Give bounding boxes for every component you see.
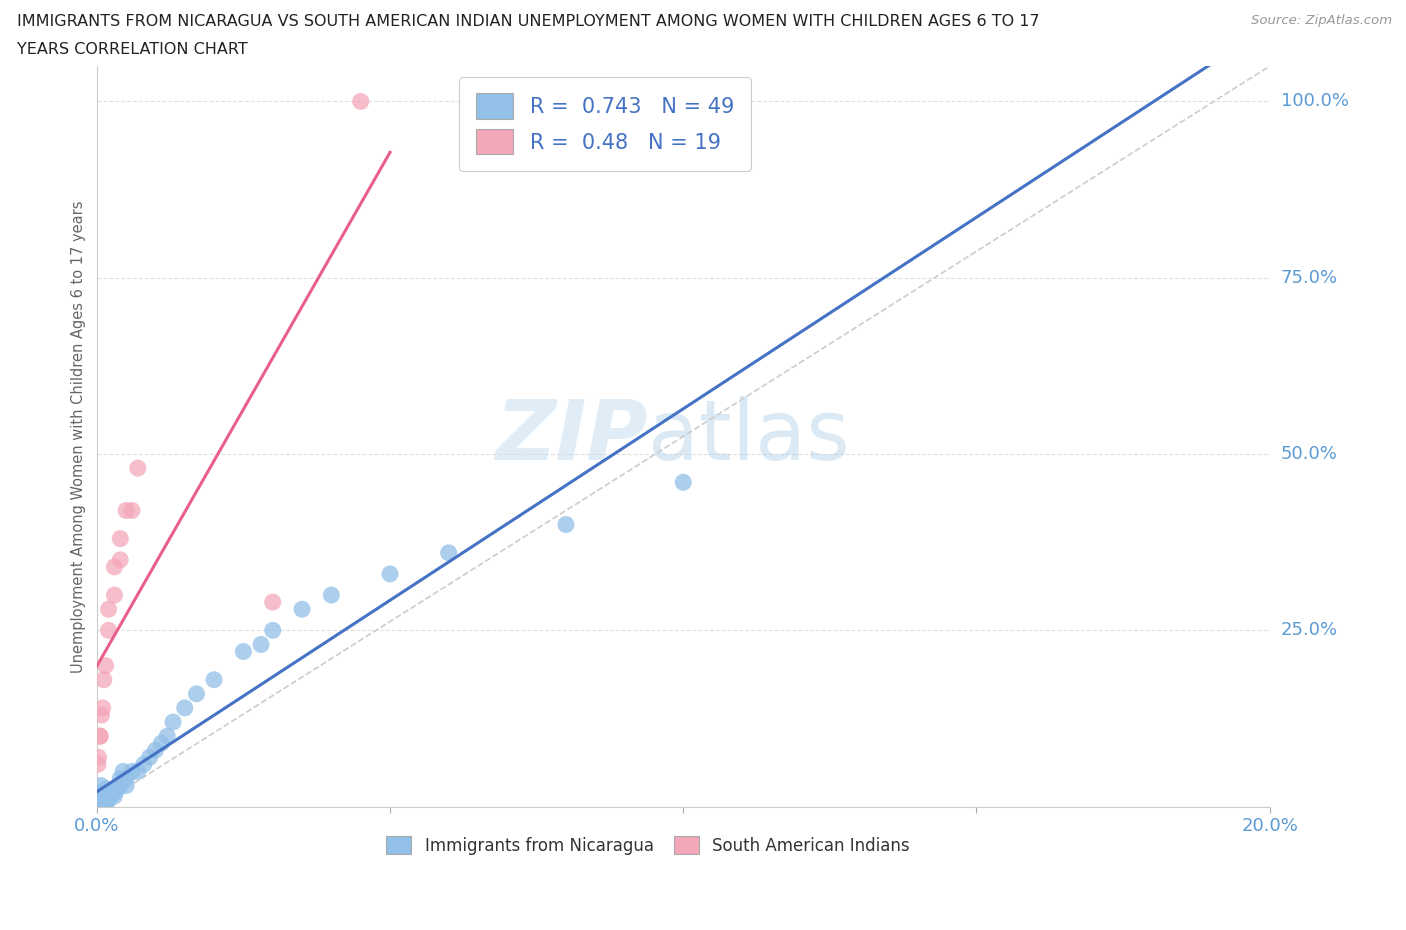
Point [127,764,149,778]
Point [162,714,184,729]
Point [97,602,120,617]
Point [232,644,254,659]
Text: IMMIGRANTS FROM NICARAGUA VS SOUTH AMERICAN INDIAN UNEMPLOYMENT AMONG WOMEN WITH: IMMIGRANTS FROM NICARAGUA VS SOUTH AMERI… [17,14,1039,29]
Point [89,785,111,800]
Point [91,792,114,807]
Point [87,789,110,804]
Point [91,700,114,715]
Point [132,757,155,772]
Text: atlas: atlas [648,396,849,477]
Point [127,460,149,475]
Legend: Immigrants from Nicaragua, South American Indians: Immigrants from Nicaragua, South America… [380,830,917,861]
Point [121,503,143,518]
Point [110,531,132,546]
Point [103,560,125,575]
Text: 75.0%: 75.0% [1281,269,1339,286]
Point [87,750,110,764]
Y-axis label: Unemployment Among Women with Children Ages 6 to 17 years: Unemployment Among Women with Children A… [72,200,86,672]
Text: ZIP: ZIP [495,396,648,477]
Point [321,588,343,603]
Point [350,94,373,109]
Point [93,672,115,687]
Point [173,700,195,715]
Point [378,566,401,581]
Point [89,796,111,811]
Point [145,743,167,758]
Point [115,503,138,518]
Point [97,785,120,800]
Text: 50.0%: 50.0% [1281,445,1337,463]
Point [110,778,132,793]
Point [115,778,138,793]
Point [110,552,132,567]
Point [93,792,115,807]
Point [90,708,112,723]
Point [91,796,114,811]
Point [110,771,132,786]
Point [156,729,179,744]
Point [202,672,225,687]
Point [437,545,460,560]
Point [94,792,117,807]
Point [89,729,111,744]
Point [186,686,208,701]
Point [90,796,112,811]
Point [91,785,114,800]
Point [96,789,118,804]
Point [291,602,314,617]
Text: Source: ZipAtlas.com: Source: ZipAtlas.com [1251,14,1392,27]
Point [150,736,173,751]
Point [262,623,284,638]
Point [103,588,125,603]
Point [90,778,112,793]
Point [138,750,160,764]
Point [103,785,125,800]
Point [89,792,111,807]
Point [262,594,284,609]
Point [93,789,115,804]
Point [105,781,128,796]
Point [121,764,143,778]
Point [103,789,125,804]
Point [112,764,135,778]
Point [96,796,118,811]
Point [97,792,120,807]
Point [672,475,695,490]
Point [97,623,120,638]
Point [94,785,117,800]
Point [100,785,122,800]
Point [98,789,121,804]
Point [89,729,111,744]
Point [250,637,273,652]
Point [94,658,117,673]
Point [87,757,110,772]
Point [115,771,138,786]
Point [555,517,578,532]
Text: 100.0%: 100.0% [1281,92,1348,111]
Text: 25.0%: 25.0% [1281,621,1339,639]
Text: YEARS CORRELATION CHART: YEARS CORRELATION CHART [17,42,247,57]
Point [96,781,118,796]
Point [87,792,110,807]
